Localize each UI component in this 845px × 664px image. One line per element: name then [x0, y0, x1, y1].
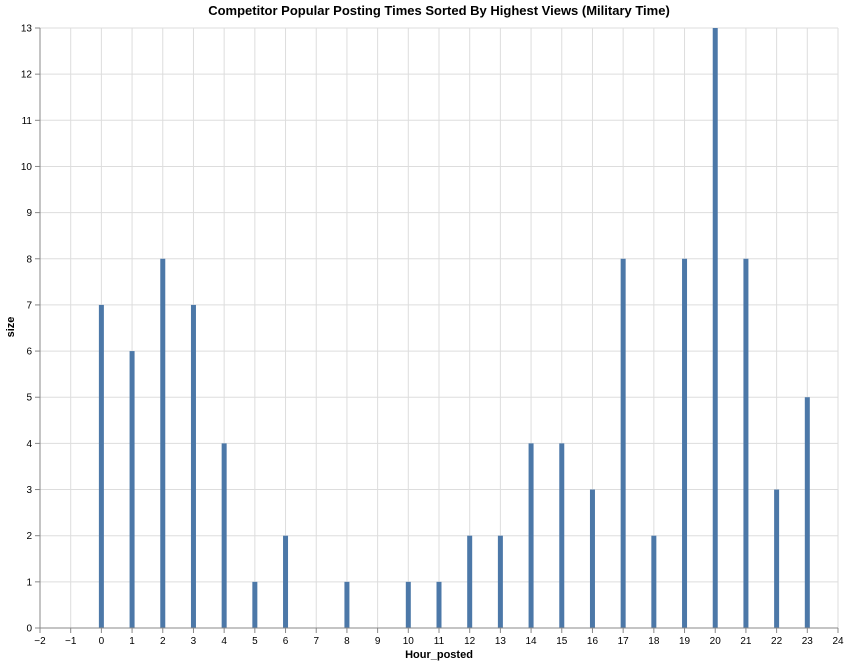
x-tick-label: 14	[526, 636, 538, 647]
bar-hour-2	[160, 258, 166, 628]
x-tick-label: 11	[434, 636, 445, 647]
y-tick-label: 0	[26, 624, 32, 635]
bar-hour-11	[436, 581, 442, 628]
y-tick-label: 10	[21, 162, 33, 173]
bar-hour-1	[129, 351, 135, 628]
bar-hour-16	[589, 489, 595, 628]
x-axis-title: Hour_posted	[405, 649, 473, 661]
y-tick-label: 6	[26, 347, 32, 358]
y-tick-label: 8	[26, 254, 32, 265]
x-tick-label: 8	[344, 636, 350, 647]
bar-hour-17	[620, 258, 626, 628]
x-tick-label: 24	[832, 636, 844, 647]
y-tick-label: 9	[26, 208, 32, 219]
y-tick-label: 5	[26, 393, 32, 404]
bars	[98, 28, 810, 628]
y-tick-label: 11	[22, 116, 33, 127]
bar-hour-14	[528, 443, 534, 628]
bar-hour-22	[774, 489, 780, 628]
chart-title: Competitor Popular Posting Times Sorted …	[208, 3, 670, 18]
x-tick-label: 5	[252, 636, 258, 647]
x-tick-label: 7	[313, 636, 319, 647]
bar-hour-10	[405, 581, 411, 628]
bar-hour-20	[712, 28, 718, 628]
grid-lines	[39, 27, 839, 629]
bar-hour-6	[283, 535, 289, 628]
x-tick-label: 15	[556, 636, 568, 647]
x-tick-label: 18	[648, 636, 660, 647]
x-tick-label: 1	[129, 636, 135, 647]
bar-hour-21	[743, 258, 749, 628]
x-tick-label: 13	[495, 636, 507, 647]
bar-hour-18	[651, 535, 657, 628]
bar-hour-12	[467, 535, 473, 628]
x-tick-label: 10	[403, 636, 415, 647]
y-tick-label: 2	[26, 531, 32, 542]
x-tick-label: 12	[464, 636, 476, 647]
y-tick-label: 12	[21, 70, 33, 81]
x-tick-label: 17	[618, 636, 630, 647]
bar-hour-5	[252, 581, 258, 628]
y-axis-title: size	[5, 317, 17, 338]
x-tick-label: 0	[99, 636, 105, 647]
x-tick-label: 19	[679, 636, 691, 647]
x-tick-label: 16	[587, 636, 599, 647]
x-tick-label: 4	[221, 636, 227, 647]
y-tick-label: 3	[26, 485, 32, 496]
axes: −2 −1 0 1 2 3 4 5 6 7 8 9 10 11 12 13 14 15 16 17 18 19 20 21 22…	[21, 24, 844, 648]
x-tick-label: 2	[160, 636, 166, 647]
bar-hour-3	[190, 304, 196, 628]
x-tick-label: 23	[802, 636, 814, 647]
x-tick-label: 21	[740, 636, 752, 647]
bar-hour-4	[221, 443, 227, 628]
x-tick-label: 9	[375, 636, 381, 647]
x-tick-label: 6	[283, 636, 289, 647]
bar-hour-23	[804, 397, 810, 628]
y-tick-label: 7	[26, 300, 32, 311]
x-tick-label: −1	[65, 636, 77, 647]
bar-hour-15	[559, 443, 565, 628]
bar-hour-13	[497, 535, 503, 628]
bar-hour-19	[682, 258, 688, 628]
x-tick-label: 22	[771, 636, 783, 647]
y-tick-label: 13	[21, 24, 33, 35]
y-tick-label: 4	[26, 439, 32, 450]
y-tick-label: 1	[26, 577, 32, 588]
x-tick-label: 3	[191, 636, 197, 647]
bar-hour-0	[98, 304, 104, 628]
bar-hour-8	[344, 581, 350, 628]
x-tick-label: −2	[34, 636, 46, 647]
x-tick-label: 20	[710, 636, 722, 647]
